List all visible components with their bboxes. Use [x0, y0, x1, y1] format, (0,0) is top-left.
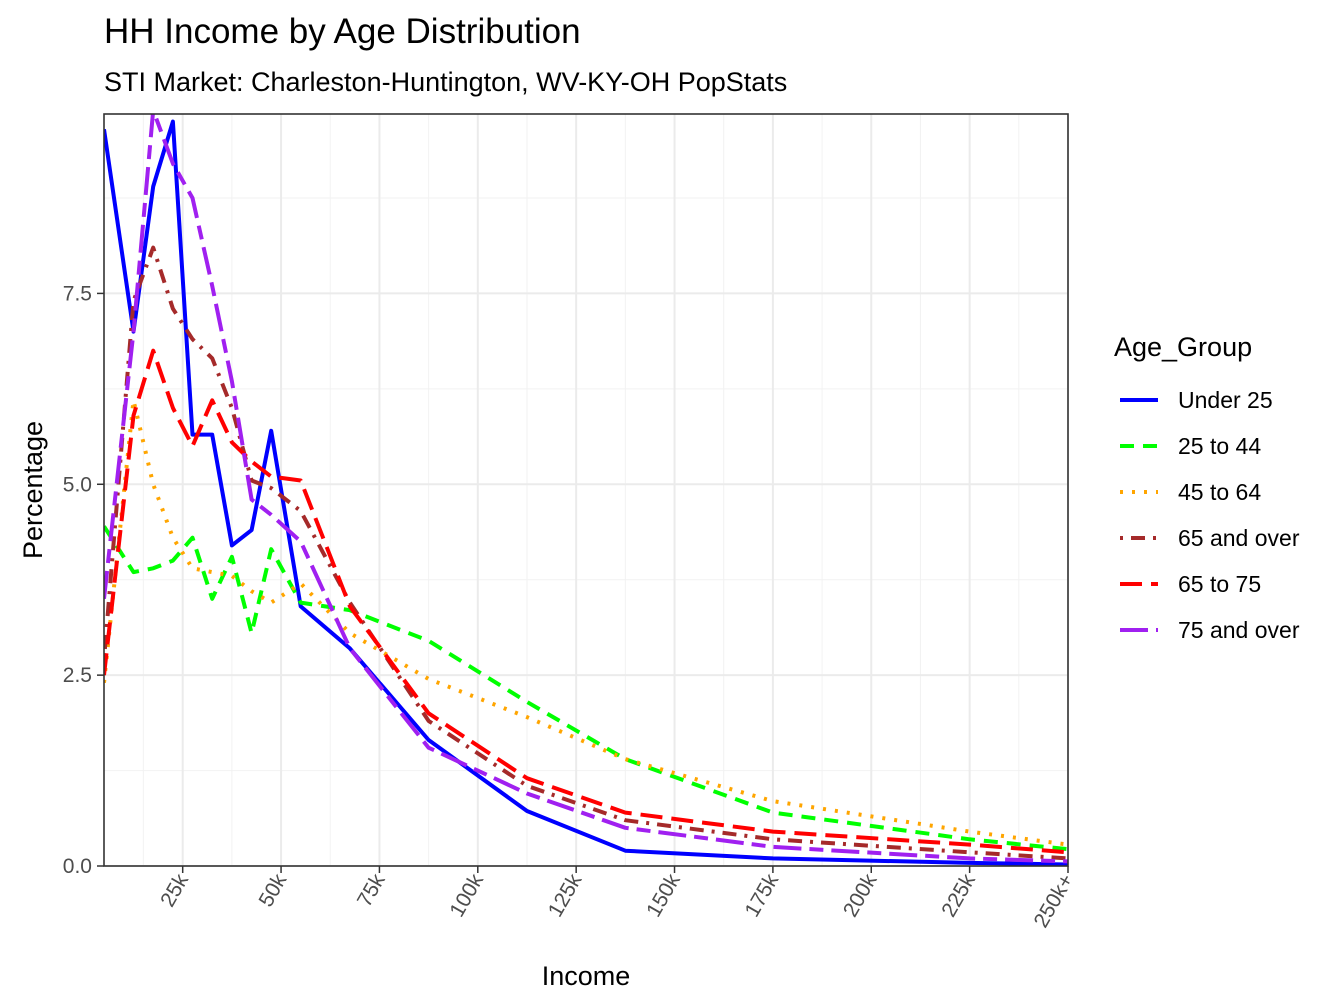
plot-border — [103, 113, 1069, 867]
x-tick-label: 50k — [255, 870, 292, 911]
legend-label: 75 and over — [1178, 617, 1300, 643]
series-line-65-to-75 — [104, 348, 1068, 855]
x-tick-label: 175k — [741, 870, 784, 921]
series-line-65-and-over — [104, 245, 1068, 861]
chart-title: HH Income by Age Distribution — [104, 12, 581, 51]
plot-background — [104, 114, 1068, 866]
x-axis-title: Income — [542, 961, 631, 991]
legend-label: Under 25 — [1178, 387, 1273, 413]
x-tick-label: 225k — [937, 870, 980, 921]
x-tick-label: 150k — [642, 870, 685, 921]
legend-label: 25 to 44 — [1178, 433, 1261, 459]
legend-label: 65 to 75 — [1178, 571, 1261, 597]
y-tick-label: 0.0 — [63, 855, 92, 878]
y-tick-label: 5.0 — [63, 473, 92, 496]
x-tick-label: 75k — [353, 870, 390, 911]
x-axis: 25k 50k 75k 100k 125k 150k 175k 200k 225k 250k+ — [156, 866, 1078, 932]
plot-panel — [103, 113, 1069, 867]
y-axis: 0.0 2.5 5.0 7.5 — [63, 282, 104, 878]
x-tick-label: 100k — [445, 870, 488, 921]
x-tick-label: 250k+ — [1030, 870, 1079, 932]
x-tick-label: 125k — [544, 870, 587, 921]
y-tick-label: 7.5 — [63, 282, 92, 305]
series-line-75-and-over — [104, 114, 1068, 864]
legend-label: 65 and over — [1178, 525, 1300, 551]
x-tick-label: 25k — [156, 870, 193, 911]
x-tick-label: 200k — [839, 870, 882, 921]
series-line-45-to-64 — [104, 398, 1068, 847]
legend-title: Age_Group — [1114, 332, 1252, 362]
y-axis-title: Percentage — [18, 421, 48, 559]
series-line-25-to-44 — [104, 525, 1068, 852]
grid — [104, 114, 1069, 867]
legend: Age_Group Under 25 25 to 44 45 to 64 65 and… — [1114, 332, 1300, 643]
y-tick-label: 2.5 — [63, 664, 92, 687]
chart-subtitle: STI Market: Charleston-Huntington, WV-KY… — [104, 67, 787, 97]
legend-label: 45 to 64 — [1178, 479, 1261, 505]
